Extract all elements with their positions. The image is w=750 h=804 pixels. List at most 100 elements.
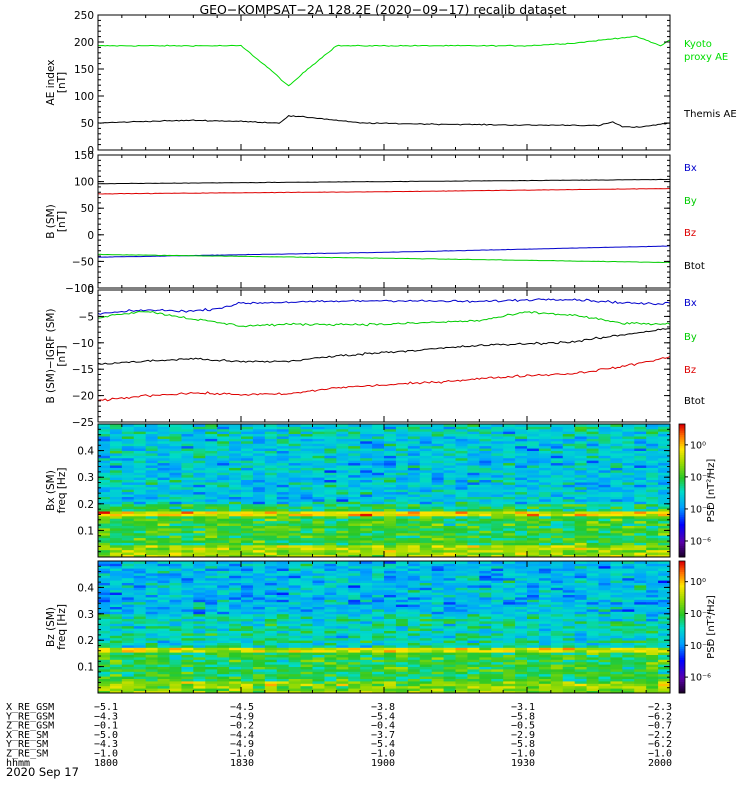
spectrogram-cell [432,497,444,500]
spectrogram-cell [170,628,182,631]
spectrogram-cell [134,477,146,480]
spectrogram-cell [599,614,611,617]
spectrogram-cell [646,686,658,689]
spectrogram-cell [181,441,193,444]
spectrogram-cell [599,540,611,543]
spectrogram-cell [551,501,563,504]
spectrogram-cell [217,669,229,672]
spectrogram-cell [110,443,122,446]
spectrogram-cell [420,679,432,682]
spectrogram-cell [289,484,301,487]
spectrogram-cell [467,516,479,519]
spectrogram-cell [599,528,611,531]
spectrogram-cell [456,611,468,614]
spectrogram-cell [444,463,456,466]
spectrogram-cell [241,552,253,555]
spectrogram-cell [622,626,634,629]
spectrogram-cell [622,662,634,665]
spectrogram-cell [134,683,146,686]
spectrogram-cell [205,441,217,444]
spectrogram-cell [372,480,384,483]
spectrogram-cell [587,443,599,446]
spectrogram-cell [634,475,646,478]
spectrogram-cell [265,535,277,538]
spectrogram-cell [253,521,265,524]
spectrogram-cell [515,489,527,492]
spectrogram-cell [396,638,408,641]
spectrogram-cell [396,521,408,524]
spectrogram-cell [277,446,289,449]
spectrogram-cell [432,477,444,480]
spectrogram-cell [158,688,170,691]
spectrogram-cell [503,506,515,509]
spectrogram-cell [134,659,146,662]
spectrogram-cell [372,645,384,648]
spectrogram-cell [265,545,277,548]
spectrogram-cell [646,460,658,463]
spectrogram-cell [324,664,336,667]
spectrogram-cell [181,431,193,434]
spectrogram-cell [205,611,217,614]
spectrogram-cell [146,688,158,691]
spectrogram-cell [193,511,205,514]
spectrogram-cell [158,470,170,473]
spectrogram-cell [110,453,122,456]
spectrogram-cell [360,521,372,524]
spectrogram-cell [313,633,325,636]
spectrogram-cell [408,635,420,638]
spectrogram-cell [122,628,134,631]
spectrogram-cell [527,475,539,478]
spectrogram-cell [253,436,265,439]
spectrogram-cell [229,465,241,468]
spectrogram-cell [348,446,360,449]
spectrogram-cell [527,497,539,500]
spectrogram-cell [575,470,587,473]
spectrogram-cell [158,504,170,507]
spectrogram-cell [634,631,646,634]
spectrogram-cell [599,460,611,463]
spectrogram-cell [229,664,241,667]
spectrogram-cell [599,662,611,665]
spectrogram-cell [170,455,182,458]
spectrogram-cell [539,633,551,636]
spectrogram-cell [408,448,420,451]
spectrogram-cell [205,516,217,519]
spectrogram-cell [551,511,563,514]
spectrogram-cell [110,681,122,684]
spectrogram-cell [193,671,205,674]
spectrogram-cell [563,443,575,446]
spectrogram-cell [110,492,122,495]
spectrogram-cell [193,669,205,672]
spectrogram-cell [336,446,348,449]
spectrogram-cell [253,547,265,550]
spectrogram-cell [539,688,551,691]
legend-entry: Bx [684,163,697,174]
spectrogram-cell [372,535,384,538]
spectrogram-cell [158,631,170,634]
spectrogram-cell [134,609,146,612]
spectrogram-cell [313,667,325,670]
spectrogram-cell [539,683,551,686]
spectrogram-cell [384,475,396,478]
spectrogram-cell [277,655,289,658]
spectrogram-cell [324,552,336,555]
spectrogram-cell [134,480,146,483]
spectrogram-cell [324,607,336,610]
spectrogram-cell [610,504,622,507]
spectrogram-cell [563,489,575,492]
spectrogram-cell [229,455,241,458]
spectrogram-cell [277,674,289,677]
spectrogram-cell [348,501,360,504]
spectrogram-cell [503,463,515,466]
spectrogram-cell [515,533,527,536]
spectrogram-cell [360,688,372,691]
spectrogram-cell [646,465,658,468]
spectrogram-cell [110,676,122,679]
spectrogram-cell [313,655,325,658]
spectrogram-cell [372,497,384,500]
spectrogram-cell [408,652,420,655]
spectrogram-cell [408,552,420,555]
spectrogram-cell [634,518,646,521]
spectrogram-cell [396,511,408,514]
spectrogram-cell [396,545,408,548]
